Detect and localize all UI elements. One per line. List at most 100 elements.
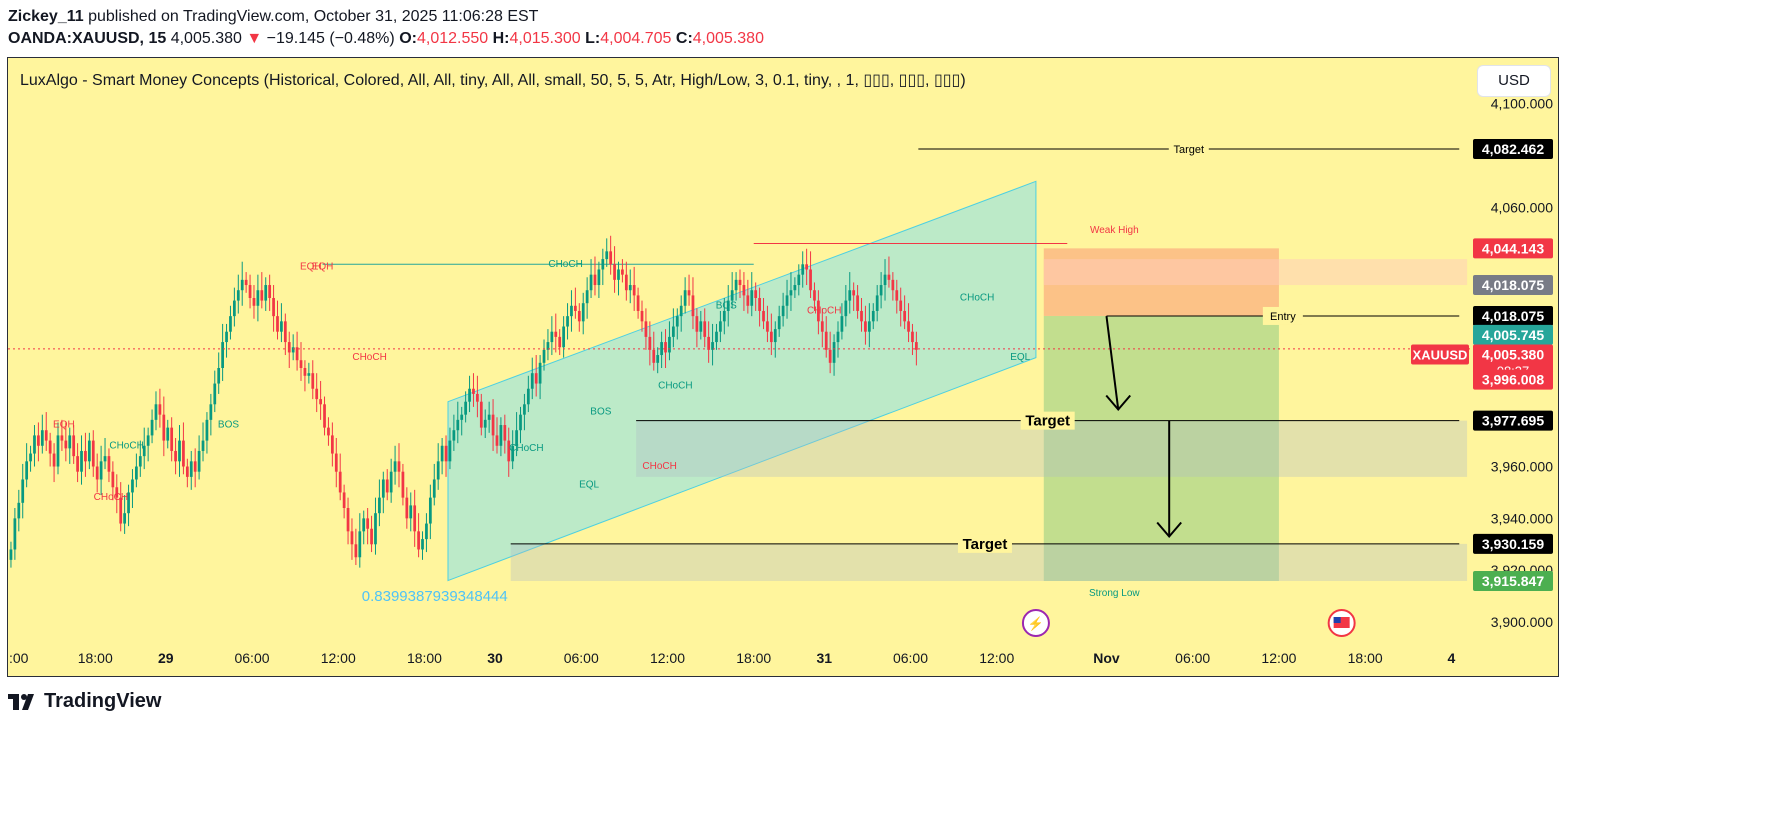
smc-annotation: CHoCH [109, 440, 143, 451]
x-axis-tick: 29 [158, 650, 174, 666]
candle-body [342, 492, 346, 508]
low-label: L: [585, 30, 601, 47]
candle-body [464, 401, 468, 415]
candle-body [801, 264, 805, 275]
indicator-label[interactable]: LuxAlgo - Smart Money Concepts (Historic… [20, 72, 966, 89]
candle-body [554, 331, 558, 337]
price-tag [1473, 139, 1553, 160]
candle-body [860, 310, 863, 322]
candle-body [777, 316, 781, 330]
candle-body [644, 321, 648, 337]
candle-body [789, 290, 793, 296]
candle-body [609, 251, 613, 265]
candle-body [87, 440, 91, 462]
candle-body [750, 290, 754, 306]
candle-body [836, 331, 840, 343]
publish-line: Zickey_11 published on TradingView.com, … [8, 6, 764, 28]
candle-body [852, 290, 856, 296]
level-label-bg [1020, 411, 1075, 430]
candle-body [785, 295, 789, 306]
candle-body [95, 466, 99, 480]
candle-body [479, 401, 483, 428]
candle-body [832, 342, 836, 363]
candle-body [468, 388, 471, 402]
candle-body [824, 331, 828, 350]
x-axis-tick: 31 [816, 650, 832, 666]
candle-body [734, 279, 738, 291]
smc-annotation: CHoCH [658, 381, 692, 392]
supply-band [1043, 259, 1468, 286]
candle-body [726, 300, 730, 311]
candle-body [730, 290, 734, 301]
candle-body [891, 279, 895, 291]
smc-annotation: EQH [53, 420, 75, 431]
candle-body [550, 331, 554, 343]
candle-body [338, 471, 342, 493]
candle-body [491, 414, 495, 436]
candle-body [205, 419, 209, 441]
candle-body [742, 285, 746, 296]
candle-body [820, 321, 824, 332]
symbol-tag-label: XAUUSD [1413, 348, 1468, 363]
candle-body [409, 505, 413, 519]
smc-annotation: CHoCH [352, 352, 386, 363]
candle-body [374, 513, 377, 545]
candle-body [233, 300, 236, 317]
candle-body [558, 336, 562, 348]
candle-body [562, 326, 565, 348]
candle-body [13, 518, 17, 550]
currency-button[interactable]: USD [1478, 66, 1550, 96]
candle-body [601, 259, 605, 270]
candle-body [895, 290, 899, 301]
candle-body [229, 316, 232, 332]
lightning-event-icon [1021, 609, 1050, 637]
x-axis-tick: 12:00 [1261, 650, 1296, 666]
arrow-head-icon [1105, 394, 1131, 412]
candle-body [40, 430, 44, 446]
candle-body [613, 264, 616, 280]
candle-body [295, 347, 299, 361]
arrow-entry-to-target [1105, 316, 1120, 410]
arrow-head-icon [1156, 521, 1182, 539]
candle-body [660, 342, 663, 356]
candle-body [648, 336, 652, 350]
candle-body [385, 479, 389, 493]
smc-annotation: CHoCH [94, 492, 128, 503]
us-flag-canton-icon [1333, 617, 1341, 623]
candle-body [574, 305, 577, 311]
candle-body [495, 435, 499, 446]
candle-body [746, 295, 750, 306]
candle-body [664, 342, 667, 353]
candle-body [37, 435, 40, 446]
candle-body [413, 505, 417, 532]
level-label: Target [1025, 413, 1070, 430]
candle-body [64, 440, 68, 449]
price-tag [1473, 410, 1553, 431]
candle-body [405, 497, 409, 519]
symbol-tag [1411, 344, 1469, 365]
price-tag [1473, 305, 1553, 326]
price-tag-label: 3,977.695 [1482, 413, 1544, 429]
chart-canvas[interactable]: Target Entry Target Target EQH CHoCH CHoCH BOS E… [8, 58, 1558, 676]
x-axis-tick: 12:00 [321, 650, 356, 666]
candle-body [762, 310, 765, 322]
candle-body [636, 295, 640, 311]
published-info: published on TradingView.com, October 31… [88, 8, 539, 25]
footer-brand[interactable]: TradingView [8, 690, 161, 713]
candle-body [656, 355, 660, 363]
author-name[interactable]: Zickey_11 [8, 8, 84, 25]
price-tag-label: 4,005.380 [1482, 347, 1544, 363]
candle-body [719, 321, 722, 332]
smc-annotation: CHoCH [509, 443, 543, 454]
candle-body [589, 274, 593, 291]
x-axis-tick: 12:00 [650, 650, 685, 666]
candle-body [268, 285, 272, 298]
chart-frame[interactable]: Target Entry Target Target EQH CHoCH CHoCH BOS E… [7, 57, 1559, 677]
candle-body [593, 274, 597, 286]
level-label-bg [957, 534, 1012, 553]
candle-body [621, 269, 624, 275]
candle-body [499, 425, 503, 446]
candle-body [201, 440, 205, 451]
level-label-bg [1168, 140, 1209, 159]
candle-body [679, 305, 683, 317]
